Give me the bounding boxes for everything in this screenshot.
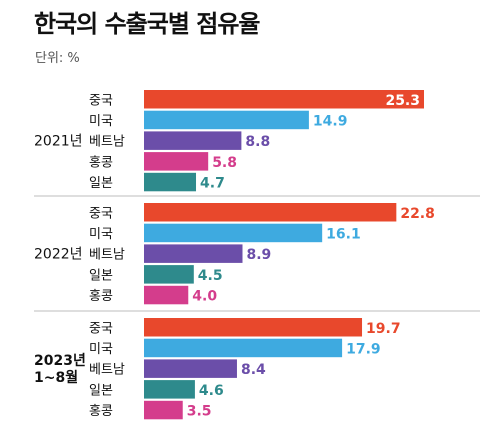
bar — [144, 380, 195, 399]
data-label: 4.7 — [200, 176, 225, 192]
data-label: 5.8 — [212, 155, 237, 171]
group-label: 2023년 — [34, 353, 86, 369]
category-label: 미국 — [89, 114, 113, 129]
category-label: 베트남 — [89, 363, 125, 378]
data-label: 14.9 — [313, 113, 348, 129]
category-label: 베트남 — [89, 135, 125, 150]
bar — [144, 223, 323, 243]
data-label: 4.5 — [198, 268, 223, 284]
data-label: 4.0 — [192, 289, 217, 305]
bar — [144, 90, 424, 109]
group-label: 2022년 — [34, 247, 83, 263]
data-label: 3.5 — [187, 404, 212, 420]
category-label: 일본 — [89, 268, 113, 283]
bar — [144, 244, 243, 263]
data-label: 16.1 — [326, 226, 361, 242]
category-label: 홍콩 — [89, 289, 113, 304]
category-label: 미국 — [89, 227, 113, 242]
data-label: 19.7 — [366, 321, 401, 337]
data-label: 8.9 — [246, 247, 271, 263]
category-label: 일본 — [89, 383, 113, 398]
bar — [144, 285, 189, 305]
bar — [144, 172, 197, 192]
category-label: 베트남 — [89, 248, 125, 263]
category-label: 홍콩 — [89, 404, 113, 419]
data-label: 25.3 — [385, 93, 420, 109]
category-label: 일본 — [89, 176, 113, 191]
bar — [144, 110, 309, 130]
bar — [144, 338, 343, 358]
group-label: 1~8월 — [34, 369, 78, 386]
bar — [144, 400, 183, 420]
chart-title: 한국의 수출국별 점유율 — [34, 10, 261, 38]
bar — [144, 318, 363, 337]
bar — [144, 131, 242, 150]
group-label: 2021년 — [34, 134, 83, 150]
category-label: 미국 — [89, 342, 113, 357]
category-label: 중국 — [89, 93, 113, 108]
category-label: 중국 — [89, 321, 113, 336]
data-label: 8.4 — [241, 362, 266, 378]
category-label: 홍콩 — [89, 155, 113, 170]
data-label: 4.6 — [199, 383, 224, 399]
data-label: 17.9 — [346, 341, 381, 357]
unit-label: 단위: % — [35, 51, 80, 66]
data-label: 22.8 — [400, 206, 435, 222]
category-label: 중국 — [89, 206, 113, 221]
bar — [144, 152, 209, 171]
data-label: 8.8 — [245, 134, 270, 150]
bar — [144, 359, 237, 378]
bar — [144, 203, 397, 222]
bar — [144, 265, 194, 284]
